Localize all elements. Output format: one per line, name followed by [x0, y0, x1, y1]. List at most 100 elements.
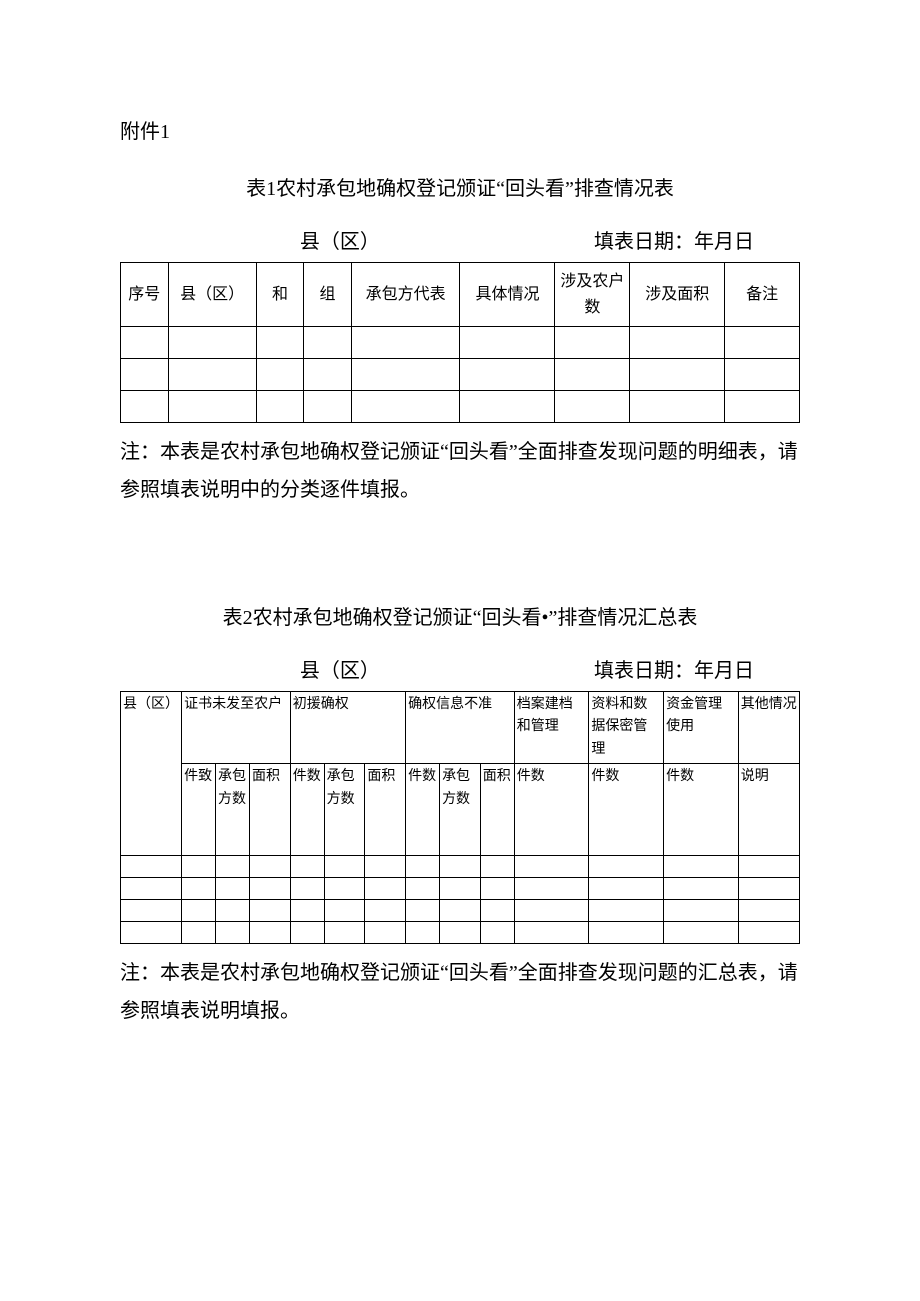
- table2-header-row1: 县（区） 证书未发至农户 初援确权 确权信息不准 档案建档和管理 资料和数据保密…: [121, 692, 800, 764]
- table-cell: [121, 900, 182, 922]
- table-cell: [365, 878, 406, 900]
- table-cell: [630, 391, 725, 423]
- t2-h-county: 县（区）: [121, 692, 182, 856]
- t2-h2-js1: 件数: [290, 764, 324, 856]
- table-cell: [738, 878, 799, 900]
- table-cell: [555, 327, 630, 359]
- table2-header-row2: 件致 承包方数 面积 件数 承包方数 面积 件数 承包方数 面积 件数 件数 件…: [121, 764, 800, 856]
- table-cell: [216, 922, 250, 944]
- table-cell: [324, 922, 365, 944]
- table-cell: [460, 359, 555, 391]
- table1-header-cell: 县（区）: [168, 263, 256, 327]
- table-cell: [249, 878, 290, 900]
- table-cell: [664, 878, 739, 900]
- table1-header-cell: 涉及农户数: [555, 263, 630, 327]
- table-row: [121, 856, 800, 878]
- t2-h2-js3: 件数: [514, 764, 589, 856]
- t2-h2-mj2: 面积: [365, 764, 406, 856]
- table-cell: [440, 856, 481, 878]
- table1-header-cell: 组: [304, 263, 352, 327]
- t2-h2-js4: 件数: [589, 764, 664, 856]
- table-cell: [121, 922, 182, 944]
- table-cell: [290, 900, 324, 922]
- table-cell: [440, 922, 481, 944]
- table-row: [121, 391, 800, 423]
- t2-h-data: 资料和数据保密管理: [589, 692, 664, 764]
- attachment-label: 附件1: [120, 115, 800, 144]
- table-cell: [480, 922, 514, 944]
- table-cell: [249, 900, 290, 922]
- table2-sub-left: 县（区）: [126, 654, 380, 683]
- table-cell: [555, 391, 630, 423]
- table-cell: [351, 359, 460, 391]
- table-cell: [121, 391, 169, 423]
- table1-header-cell: 具体情况: [460, 263, 555, 327]
- table-cell: [249, 922, 290, 944]
- table-cell: [304, 359, 352, 391]
- table1-sub-left: 县（区）: [126, 225, 380, 254]
- table1: 序号县（区）和组承包方代表具体情况涉及农户数涉及面积备注: [120, 262, 800, 423]
- table2-title: 表2农村承包地确权登记颁证“回头看•”排查情况汇总表: [120, 601, 800, 630]
- table1-header-cell: 序号: [121, 263, 169, 327]
- table-cell: [182, 878, 216, 900]
- table-cell: [725, 391, 800, 423]
- table1-subheader: 县（区） 填表日期：年月日: [120, 225, 800, 254]
- table-cell: [738, 922, 799, 944]
- t2-h-other: 其他情况: [738, 692, 799, 764]
- table1-title: 表1农村承包地确权登记颁证“回头看”排查情况表: [120, 172, 800, 201]
- table-cell: [365, 856, 406, 878]
- table-cell: [216, 878, 250, 900]
- table-cell: [324, 856, 365, 878]
- table-cell: [256, 391, 304, 423]
- table-cell: [440, 900, 481, 922]
- table-cell: [725, 359, 800, 391]
- t2-h-cert: 证书未发至农户: [182, 692, 291, 764]
- table-cell: [406, 856, 440, 878]
- t2-h2-js2: 件数: [406, 764, 440, 856]
- table-cell: [406, 922, 440, 944]
- table-cell: [589, 856, 664, 878]
- table-cell: [121, 327, 169, 359]
- t2-h2-sm: 说明: [738, 764, 799, 856]
- table-cell: [664, 856, 739, 878]
- table-cell: [182, 922, 216, 944]
- t2-h2-jianzhi: 件致: [182, 764, 216, 856]
- t2-h2-cbf3: 承包方数: [440, 764, 481, 856]
- table2-note: 注：本表是农村承包地确权登记颁证“回头看”全面排查发现问题的汇总表，请参照填表说…: [120, 954, 800, 1030]
- table-cell: [664, 922, 739, 944]
- table-cell: [480, 878, 514, 900]
- table-cell: [324, 878, 365, 900]
- t2-h-archive: 档案建档和管理: [514, 692, 589, 764]
- table1-header-cell: 和: [256, 263, 304, 327]
- table-cell: [256, 359, 304, 391]
- table-cell: [514, 922, 589, 944]
- table-row: [121, 327, 800, 359]
- table-cell: [480, 856, 514, 878]
- table-cell: [589, 922, 664, 944]
- table-row: [121, 878, 800, 900]
- table-cell: [351, 391, 460, 423]
- table-cell: [182, 856, 216, 878]
- table-cell: [480, 900, 514, 922]
- table-cell: [664, 900, 739, 922]
- table-cell: [216, 856, 250, 878]
- table-row: [121, 922, 800, 944]
- t2-h2-mj3: 面积: [480, 764, 514, 856]
- table2-sub-right: 填表日期：年月日: [380, 654, 794, 683]
- t2-h2-cbf2: 承包方数: [324, 764, 365, 856]
- table-cell: [440, 878, 481, 900]
- table-cell: [738, 856, 799, 878]
- table1-header-cell: 备注: [725, 263, 800, 327]
- t2-h2-mj1: 面积: [249, 764, 290, 856]
- table-cell: [290, 856, 324, 878]
- table-cell: [589, 900, 664, 922]
- t2-h2-js5: 件数: [664, 764, 739, 856]
- table1-header-row: 序号县（区）和组承包方代表具体情况涉及农户数涉及面积备注: [121, 263, 800, 327]
- table-cell: [365, 922, 406, 944]
- table-cell: [121, 878, 182, 900]
- table-cell: [304, 391, 352, 423]
- table-row: [121, 900, 800, 922]
- table-cell: [121, 359, 169, 391]
- table-cell: [514, 900, 589, 922]
- table-cell: [589, 878, 664, 900]
